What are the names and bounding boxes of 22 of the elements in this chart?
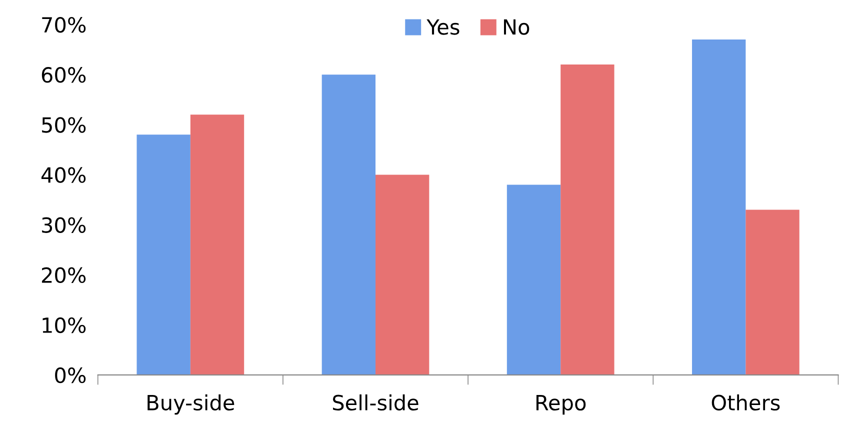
y-tick-label: 50% xyxy=(42,117,86,133)
y-tick-label: 60% xyxy=(42,67,86,83)
x-tick-label: Buy-side xyxy=(148,394,234,415)
bar xyxy=(560,64,614,375)
bar xyxy=(136,134,190,375)
bar xyxy=(322,74,376,375)
y-tick-label: 0% xyxy=(55,367,86,384)
x-tick-label: Repo xyxy=(536,395,586,415)
legend-label: Yes xyxy=(426,19,460,35)
x-tick-label: Sell-side xyxy=(332,394,418,411)
bar xyxy=(692,40,746,375)
bar xyxy=(190,114,244,375)
legend-label: No xyxy=(504,19,530,35)
y-tick-label: 70% xyxy=(42,16,86,33)
y-tick-label: 40% xyxy=(41,167,86,183)
x-tick-label: Others xyxy=(712,394,780,411)
y-tick-label: 10% xyxy=(42,317,86,334)
bar xyxy=(376,174,430,375)
bar xyxy=(746,210,800,375)
y-tick-label: 30% xyxy=(42,217,86,233)
bar xyxy=(506,184,561,375)
y-tick-label: 20% xyxy=(42,267,86,284)
